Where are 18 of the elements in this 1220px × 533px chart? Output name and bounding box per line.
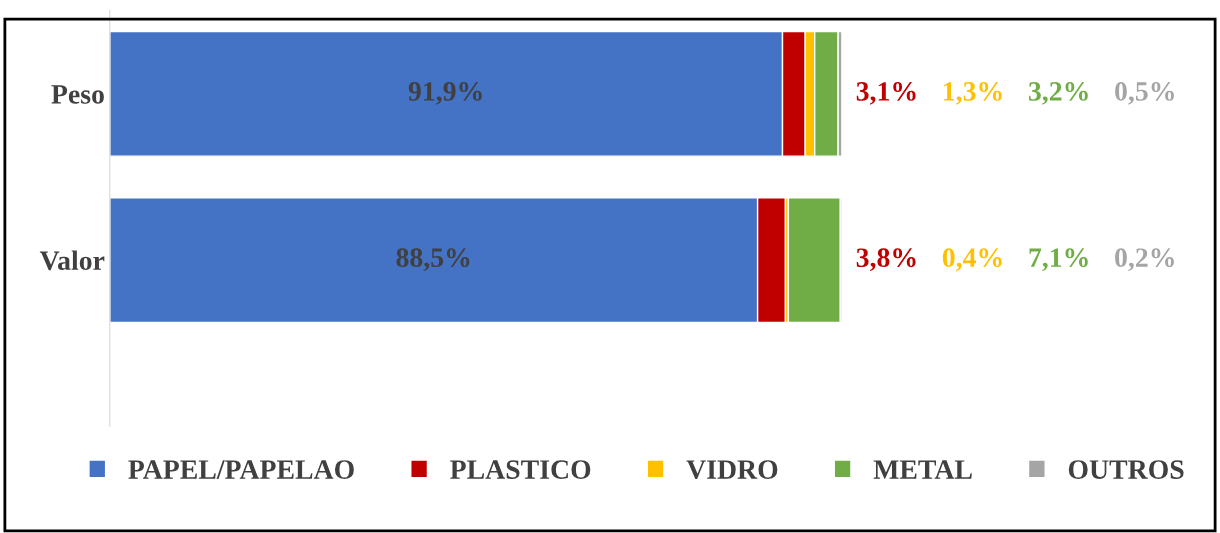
legend-label: OUTROS <box>1068 460 1184 479</box>
data-label: 3,1% <box>856 82 916 105</box>
legend-label: PAPEL/PAPELAO <box>128 460 354 479</box>
legend-label: METAL <box>873 460 972 479</box>
data-label: 0,4% <box>942 248 1002 272</box>
data-label: 7,1% <box>1029 248 1088 272</box>
bar <box>787 197 842 324</box>
data-label: 3,2% <box>1028 82 1088 105</box>
data-label: 88,5% <box>396 248 470 272</box>
data-label: 0,5% <box>1115 82 1174 105</box>
data-label: 91,9% <box>408 82 482 105</box>
legend-label: PLASTICO <box>450 460 591 479</box>
y-tick-label: Valor <box>39 250 105 271</box>
data-label: 3,8% <box>856 248 916 272</box>
y-tick-label: Peso <box>51 85 104 104</box>
data-label: 0,2% <box>1115 248 1174 272</box>
legend-label: VIDRO <box>686 460 778 480</box>
data-label: 1,3% <box>944 82 1002 105</box>
